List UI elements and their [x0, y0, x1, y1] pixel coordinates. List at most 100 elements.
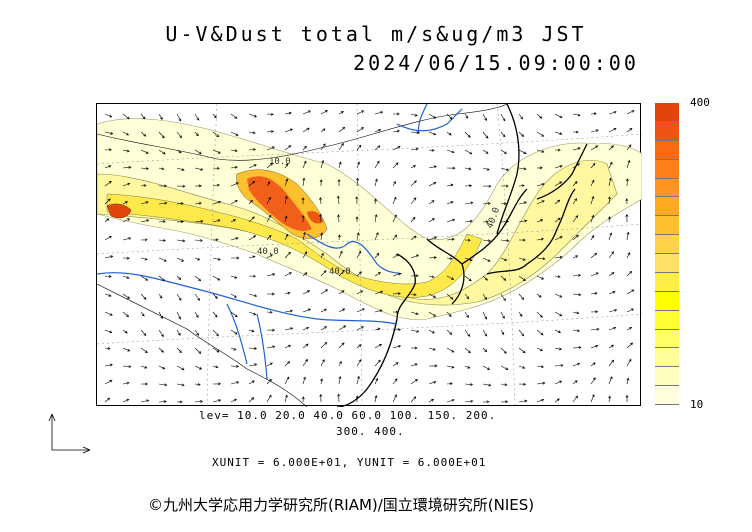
wind-arrow	[194, 347, 202, 354]
wind-arrow	[212, 183, 220, 187]
wind-arrow	[356, 127, 365, 133]
wind-arrow	[284, 291, 291, 295]
wind-arrow	[301, 396, 305, 403]
colorbar-cell	[655, 159, 679, 179]
colorbar-max-label: 400	[690, 96, 710, 109]
wind-arrow	[428, 347, 436, 351]
wind-arrow	[230, 275, 238, 279]
wind-arrow	[284, 361, 291, 367]
wind-arrow	[194, 131, 199, 137]
wind-arrow	[626, 231, 630, 241]
wind-arrow	[500, 329, 505, 335]
wind-arrow	[338, 126, 346, 133]
wind-arrow	[356, 271, 362, 277]
wind-arrow	[140, 347, 148, 353]
wind-arrow	[374, 377, 379, 385]
wind-arrow	[104, 397, 111, 403]
wind-arrow	[410, 180, 417, 187]
contour-label: 10.0	[269, 157, 291, 167]
wind-arrow	[536, 149, 545, 153]
wind-arrow	[428, 380, 437, 385]
wind-arrow	[482, 184, 492, 188]
wind-arrow	[626, 144, 632, 151]
wind-arrow	[410, 216, 416, 223]
wind-arrow	[104, 346, 111, 350]
wind-arrow	[194, 113, 200, 121]
wind-arrow	[158, 383, 168, 387]
wind-arrow	[536, 381, 546, 385]
wind-arrow	[140, 399, 150, 403]
wind-arrow	[248, 329, 255, 333]
wind-arrow	[608, 359, 615, 367]
wind-arrow	[140, 184, 147, 187]
wind-arrow	[176, 220, 184, 224]
wind-arrow	[446, 365, 455, 369]
chart-title: U-V&Dust total m/s&ug/m3 JST	[165, 22, 587, 46]
wind-arrow	[464, 131, 471, 138]
wind-arrow	[338, 111, 344, 115]
wind-arrow	[625, 213, 629, 223]
wind-arrow	[266, 214, 272, 223]
wind-arrow	[536, 237, 545, 241]
chart-timestamp: 2024/06/15.09:00:00	[353, 51, 639, 75]
wind-arrow	[338, 142, 344, 151]
wind-arrow	[590, 179, 595, 187]
wind-arrow	[410, 235, 417, 241]
wind-arrow	[338, 342, 345, 349]
wind-arrow	[212, 275, 221, 281]
wind-arrow	[626, 358, 632, 367]
wind-arrow	[374, 290, 384, 295]
wind-arrow	[464, 347, 471, 354]
wind-arrow	[464, 399, 474, 403]
wind-arrow	[500, 149, 507, 154]
wind-arrow	[518, 275, 526, 282]
wind-arrow	[212, 311, 218, 318]
wind-arrow	[194, 275, 202, 282]
wind-arrow	[518, 257, 526, 261]
wind-arrow	[428, 165, 437, 169]
wind-arrow	[374, 309, 383, 313]
colorbar-cell	[655, 235, 679, 254]
wind-arrow	[482, 202, 491, 205]
wind-arrow	[590, 195, 595, 205]
wind-arrow	[104, 148, 112, 152]
colorbar-cell	[655, 121, 679, 141]
wind-arrow	[464, 149, 473, 155]
wind-arrow	[266, 146, 275, 151]
wind-arrow	[176, 311, 181, 320]
wind-arrow	[158, 167, 165, 171]
wind-arrow	[464, 219, 473, 223]
wind-arrow	[230, 149, 238, 153]
wind-arrow	[374, 343, 383, 349]
wind-arrow	[572, 346, 582, 350]
wind-arrow	[482, 383, 492, 387]
wind-arrow	[428, 200, 435, 205]
wind-arrow	[266, 362, 273, 367]
colorbar-cell	[655, 254, 679, 273]
wind-arrow	[319, 393, 323, 403]
wind-arrow	[428, 398, 435, 403]
wind-arrow	[626, 327, 633, 331]
wind-arrow	[158, 131, 165, 139]
wind-arrow	[248, 255, 256, 259]
wind-arrow	[590, 291, 598, 295]
wind-arrow	[482, 239, 492, 243]
level-legend-line1: lev= 10.0 20.0 40.0 60.0 100. 150. 200.	[199, 409, 497, 422]
wind-arrow	[356, 359, 362, 367]
wind-arrow	[302, 376, 306, 385]
wind-arrow	[446, 382, 453, 386]
wind-arrow	[337, 214, 341, 223]
wind-arrow	[337, 234, 341, 241]
wind-arrow	[464, 383, 474, 386]
wind-arrow	[140, 149, 149, 154]
wind-arrow	[590, 377, 596, 385]
wind-arrow	[266, 162, 274, 169]
wind-arrow	[176, 329, 181, 336]
wind-arrow	[428, 329, 435, 334]
wind-arrow	[194, 149, 202, 155]
wind-arrow	[392, 162, 399, 169]
wind-arrow	[194, 365, 203, 370]
wind-arrow	[176, 383, 185, 387]
wind-arrow	[104, 165, 112, 169]
wind-arrow	[410, 113, 418, 117]
